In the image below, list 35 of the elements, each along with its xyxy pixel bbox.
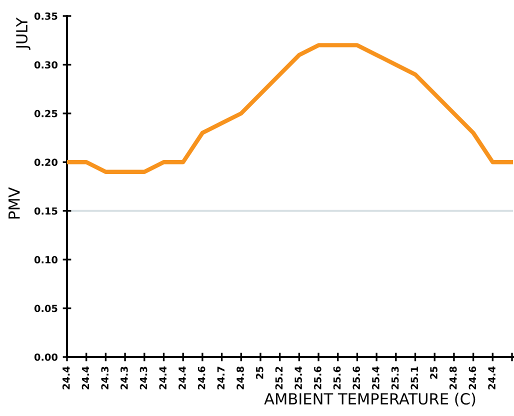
x-tick-label: 25.6 [314,366,322,390]
x-tick-label: 25.2 [275,366,283,390]
x-tick-label: 25.6 [333,366,341,390]
y-tick-label: 0.25 [34,110,58,118]
x-tick-label: 25.6 [352,366,360,390]
x-tick-label: 24.4 [82,366,90,390]
x-tick-label: 25.1 [410,366,418,390]
x-tick-label: 24.4 [62,366,70,390]
x-tick-label: 24.8 [236,366,244,390]
y-tick-label: 0.05 [34,304,58,312]
text: JULY [16,17,30,50]
x-tick-label: 25.3 [391,366,399,390]
x-tick-label: 24.4 [159,366,166,390]
x-tick-label: 25 [256,366,264,379]
x-tick-label: 24.6 [198,366,206,390]
x-tick-label: 24.3 [140,366,148,390]
x-tick-label: 24.3 [120,366,128,390]
x-tick-label: 25 [430,366,438,379]
y-tick-label: 0.20 [34,158,58,166]
line-series [67,43,513,174]
x-tick-label: 25.4 [372,366,380,390]
x-tick-label: 24.3 [101,366,109,390]
x-tick-label: 24.7 [217,366,224,390]
x-tick-label: 24.4 [178,366,186,390]
y-tick-label: 0.15 [34,207,58,215]
y-tick-label: 0.35 [34,12,58,20]
x-axis-title: AMBIENT TEMPERATURE (C) [264,392,476,406]
y-axis-title: PMV [8,187,20,218]
y-tick-label: 0.10 [34,256,58,264]
y-tick-label: 0.30 [34,61,58,69]
y-tick-label: 0.00 [34,353,58,361]
x-tick-label: 24.8 [449,366,457,390]
x-tick-label: 24.6 [468,366,476,390]
x-tick-label: 24.4 [488,366,496,390]
x-tick-label: 25.4 [294,366,302,390]
